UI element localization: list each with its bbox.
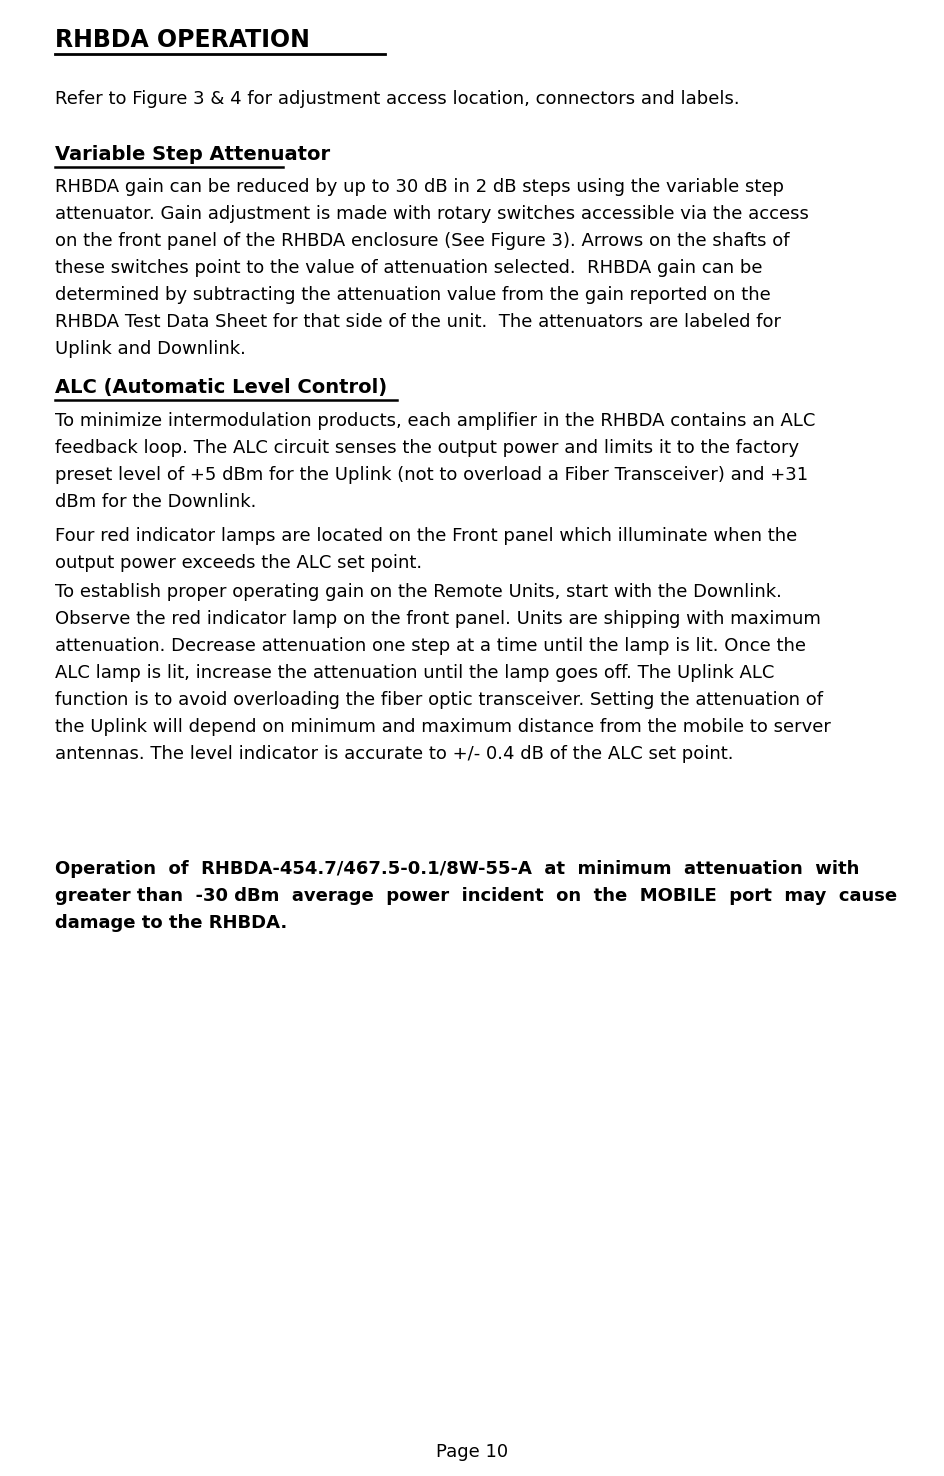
Text: To minimize intermodulation products, each amplifier in the RHBDA contains an AL: To minimize intermodulation products, ea… (55, 412, 815, 430)
Text: RHBDA Test Data Sheet for that side of the unit.  The attenuators are labeled fo: RHBDA Test Data Sheet for that side of t… (55, 313, 780, 331)
Text: Uplink and Downlink.: Uplink and Downlink. (55, 339, 245, 359)
Text: Variable Step Attenuator: Variable Step Attenuator (55, 145, 329, 164)
Text: dBm for the Downlink.: dBm for the Downlink. (55, 493, 256, 511)
Text: Refer to Figure 3 & 4 for adjustment access location, connectors and labels.: Refer to Figure 3 & 4 for adjustment acc… (55, 90, 739, 108)
Text: To establish proper operating gain on the Remote Units, start with the Downlink.: To establish proper operating gain on th… (55, 583, 781, 601)
Text: these switches point to the value of attenuation selected.  RHBDA gain can be: these switches point to the value of att… (55, 258, 762, 277)
Text: RHBDA OPERATION: RHBDA OPERATION (55, 28, 310, 52)
Text: attenuator. Gain adjustment is made with rotary switches accessible via the acce: attenuator. Gain adjustment is made with… (55, 205, 808, 223)
Text: damage to the RHBDA.: damage to the RHBDA. (55, 914, 287, 931)
Text: Observe the red indicator lamp on the front panel. Units are shipping with maxim: Observe the red indicator lamp on the fr… (55, 610, 820, 627)
Text: output power exceeds the ALC set point.: output power exceeds the ALC set point. (55, 554, 422, 573)
Text: RHBDA gain can be reduced by up to 30 dB in 2 dB steps using the variable step: RHBDA gain can be reduced by up to 30 dB… (55, 179, 784, 196)
Text: preset level of +5 dBm for the Uplink (not to overload a Fiber Transceiver) and : preset level of +5 dBm for the Uplink (n… (55, 466, 807, 484)
Text: function is to avoid overloading the fiber optic transceiver. Setting the attenu: function is to avoid overloading the fib… (55, 691, 822, 708)
Text: Page 10: Page 10 (436, 1444, 508, 1461)
Text: ALC (Automatic Level Control): ALC (Automatic Level Control) (55, 378, 387, 397)
Text: on the front panel of the RHBDA enclosure (See Figure 3). Arrows on the shafts o: on the front panel of the RHBDA enclosur… (55, 232, 788, 249)
Text: ALC lamp is lit, increase the attenuation until the lamp goes off. The Uplink AL: ALC lamp is lit, increase the attenuatio… (55, 664, 773, 682)
Text: Operation  of  RHBDA-454.7/467.5-0.1/8W-55-A  at  minimum  attenuation  with: Operation of RHBDA-454.7/467.5-0.1/8W-55… (55, 861, 858, 878)
Text: feedback loop. The ALC circuit senses the output power and limits it to the fact: feedback loop. The ALC circuit senses th… (55, 438, 799, 458)
Text: determined by subtracting the attenuation value from the gain reported on the: determined by subtracting the attenuatio… (55, 286, 770, 304)
Text: the Uplink will depend on minimum and maximum distance from the mobile to server: the Uplink will depend on minimum and ma… (55, 717, 830, 737)
Text: attenuation. Decrease attenuation one step at a time until the lamp is lit. Once: attenuation. Decrease attenuation one st… (55, 638, 805, 655)
Text: antennas. The level indicator is accurate to +/- 0.4 dB of the ALC set point.: antennas. The level indicator is accurat… (55, 745, 733, 763)
Text: Four red indicator lamps are located on the Front panel which illuminate when th: Four red indicator lamps are located on … (55, 527, 797, 545)
Text: greater than  -30 dBm  average  power  incident  on  the  MOBILE  port  may  cau: greater than -30 dBm average power incid… (55, 887, 896, 905)
